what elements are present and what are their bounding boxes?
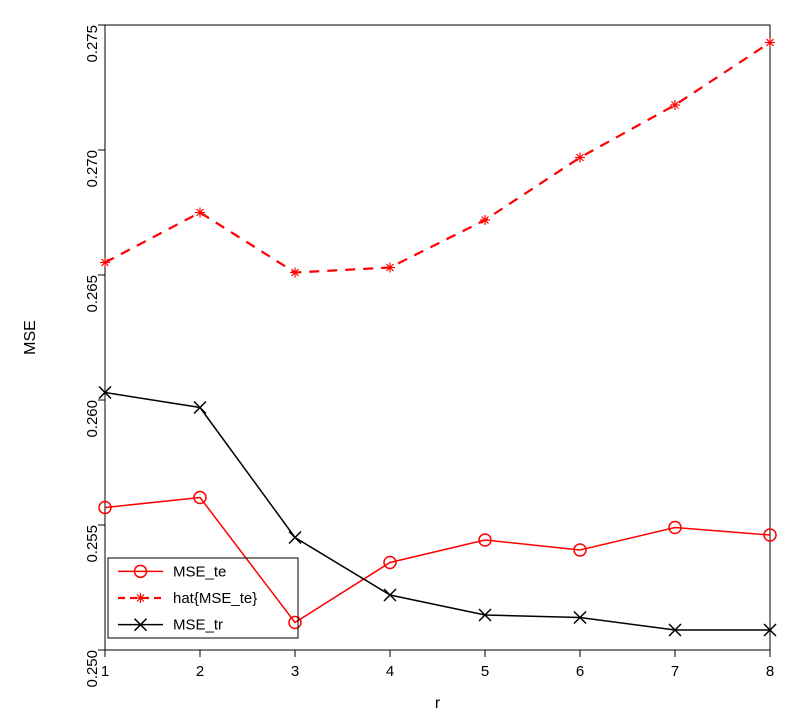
series-MSE_te [99, 492, 776, 629]
y-tick-label: 0.250 [84, 650, 101, 688]
legend-label: hat{MSE_te} [173, 590, 257, 607]
legend: MSE_te hat{MSE_te} MSE_tr [108, 558, 298, 638]
y-tick-label: 0.260 [84, 400, 101, 438]
x-tick-label: 3 [291, 663, 299, 680]
x-tick-label: 7 [671, 663, 679, 680]
x-tick-label: 4 [386, 663, 394, 680]
plot-frame [105, 25, 770, 650]
y-axis-label: MSE [22, 320, 39, 355]
x-axis-label: r [435, 695, 441, 712]
x-tick-label: 6 [576, 663, 584, 680]
chart-container: 1 2 3 4 5 6 7 8 r 0.250 0.255 0.260 0.265 0.270 0.275 M… [0, 0, 800, 721]
y-tick-label: 0.275 [84, 25, 101, 63]
series-line [105, 43, 770, 273]
legend-label: MSE_te [173, 563, 226, 580]
mse-line-chart: 1 2 3 4 5 6 7 8 r 0.250 0.255 0.260 0.265 0.270 0.275 M… [0, 0, 800, 721]
series-hat_MSE_te [100, 38, 775, 278]
y-tick-label: 0.265 [84, 275, 101, 313]
x-tick-label: 8 [766, 663, 774, 680]
x-tick-label: 2 [196, 663, 204, 680]
x-tick-label: 5 [481, 663, 489, 680]
legend-label: MSE_tr [173, 617, 223, 634]
y-tick-label: 0.270 [84, 150, 101, 188]
x-tick-label: 1 [101, 663, 109, 680]
y-tick-label: 0.255 [84, 525, 101, 563]
